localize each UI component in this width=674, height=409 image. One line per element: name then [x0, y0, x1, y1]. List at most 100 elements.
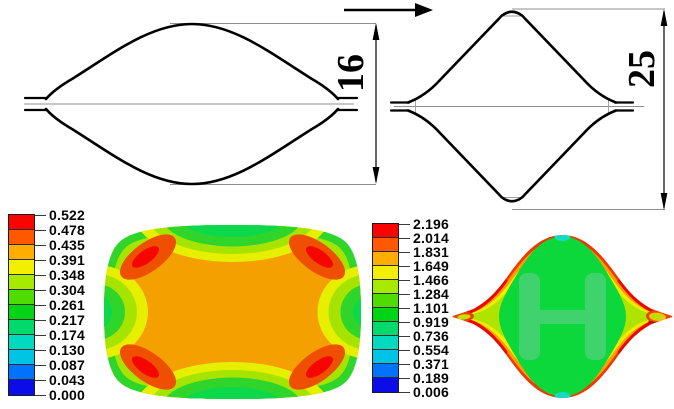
legend-value: 0.304: [49, 282, 86, 298]
colorbar-label: 2.196: [399, 217, 449, 231]
tick-mark-icon: [35, 319, 46, 321]
legend-value: 0.130: [49, 342, 86, 358]
tick-mark-icon: [399, 223, 410, 225]
diamond-outline-drawing: 25: [389, 8, 668, 210]
legend-value: 1.101: [413, 300, 450, 316]
colorbar-cell: [373, 322, 398, 336]
lens-outline-drawing: 16: [23, 3, 433, 186]
colorbar-cell: [9, 245, 34, 260]
tick-mark-icon: [399, 363, 410, 365]
legend-value: 1.466: [413, 272, 450, 288]
legend-value: 0.006: [413, 384, 450, 400]
lens-tip-tails: [23, 96, 359, 112]
diamond-height-label: 25: [621, 50, 663, 88]
dimension-arrowhead-up-icon: [660, 9, 668, 26]
legend-value: 0.174: [49, 327, 86, 343]
tick-mark-icon: [399, 251, 410, 253]
tick-mark-icon: [35, 334, 46, 336]
tick-mark-icon: [35, 379, 46, 381]
tick-mark-icon: [399, 237, 410, 239]
colorbar-cell: [9, 275, 34, 290]
colorbar: [372, 223, 399, 393]
colorbar-cell: [9, 335, 34, 350]
colorbar-cell: [9, 215, 34, 230]
flow-direction-arrow-icon: [344, 3, 433, 17]
pillow-contour-layers: [104, 225, 361, 399]
colorbar-label: 1.101: [399, 301, 449, 315]
colorbar-label: 1.649: [399, 259, 449, 273]
dimension-16: 16: [330, 23, 380, 184]
tick-mark-icon: [399, 321, 410, 323]
colorbar-cell: [373, 336, 398, 350]
legend-value: 0.217: [49, 312, 86, 328]
legend-value: 2.196: [413, 216, 450, 232]
tick-mark-icon: [35, 259, 46, 261]
legend-value: 0.478: [49, 222, 86, 238]
colorbar-label: 0.522: [35, 208, 85, 222]
legend-value: 0.348: [49, 267, 86, 283]
tick-mark-icon: [35, 349, 46, 351]
colorbar-label: 1.284: [399, 287, 449, 301]
colorbar-cell: [9, 320, 34, 335]
tick-mark-icon: [399, 391, 410, 393]
colorbar-label: 0.174: [35, 328, 85, 342]
tick-mark-icon: [399, 265, 410, 267]
tick-mark-icon: [35, 214, 46, 216]
colorbar-cell: [373, 238, 398, 252]
colorbar-cell: [9, 260, 34, 275]
tick-mark-icon: [35, 274, 46, 276]
colorbar-label: 0.348: [35, 268, 85, 282]
corner-chamfer-lines: [415, 15, 609, 198]
tick-mark-icon: [35, 229, 46, 231]
legend-value: 0.554: [413, 342, 450, 358]
tick-mark-icon: [399, 293, 410, 295]
diamond-outline: [389, 10, 635, 203]
colorbar-label: 1.831: [399, 245, 449, 259]
teal-h-zone: [519, 273, 606, 360]
legend-value: 1.831: [413, 244, 450, 260]
tick-mark-icon: [399, 279, 410, 281]
colorbar-label: 0.130: [35, 343, 85, 357]
tick-mark-icon: [399, 307, 410, 309]
legend-value: 0.919: [413, 314, 450, 330]
colorbar-label: 0.043: [35, 373, 85, 387]
colorbar-label: 0.919: [399, 315, 449, 329]
colorbar-cell: [373, 378, 398, 392]
colorbar-label: 0.304: [35, 283, 85, 297]
colorbar-label: 0.006: [399, 385, 449, 399]
tick-mark-icon: [399, 335, 410, 337]
colorbar-label: 0.000: [35, 388, 85, 402]
legend-value: 0.435: [49, 237, 86, 253]
legend-value: 0.043: [49, 372, 86, 388]
legend-value: 1.649: [413, 258, 450, 274]
tick-mark-icon: [35, 364, 46, 366]
dimension-25: 25: [621, 9, 668, 210]
legend-value: 0.371: [413, 356, 450, 372]
diamond-contour-layers: [452, 235, 673, 398]
colorbar-cell: [9, 350, 34, 365]
colorbar-cell: [373, 280, 398, 294]
colorbar-cell: [373, 252, 398, 266]
tick-mark-icon: [35, 394, 46, 396]
legend-value: 1.284: [413, 286, 450, 302]
colorbar-label: 0.435: [35, 238, 85, 252]
legend-value: 2.014: [413, 230, 450, 246]
colorbar-label: 0.189: [399, 371, 449, 385]
colorbar-label: 2.014: [399, 231, 449, 245]
legend-value: 0.736: [413, 328, 450, 344]
colorbar-label: 0.736: [399, 329, 449, 343]
colorbar-label: 0.554: [399, 343, 449, 357]
colorbar-cell: [373, 350, 398, 364]
colorbar-label: 0.391: [35, 253, 85, 267]
colorbar-label: 0.371: [399, 357, 449, 371]
colorbar-label: 1.466: [399, 273, 449, 287]
lens-height-label: 16: [330, 54, 372, 92]
colorbar-cell: [9, 230, 34, 245]
legend-value: 0.261: [49, 297, 86, 313]
legend-value: 0.087: [49, 357, 86, 373]
dimension-arrowhead-down-icon: [372, 167, 380, 184]
colorbar: [8, 214, 35, 396]
tick-mark-icon: [399, 349, 410, 351]
colorbar-cell: [9, 365, 34, 380]
